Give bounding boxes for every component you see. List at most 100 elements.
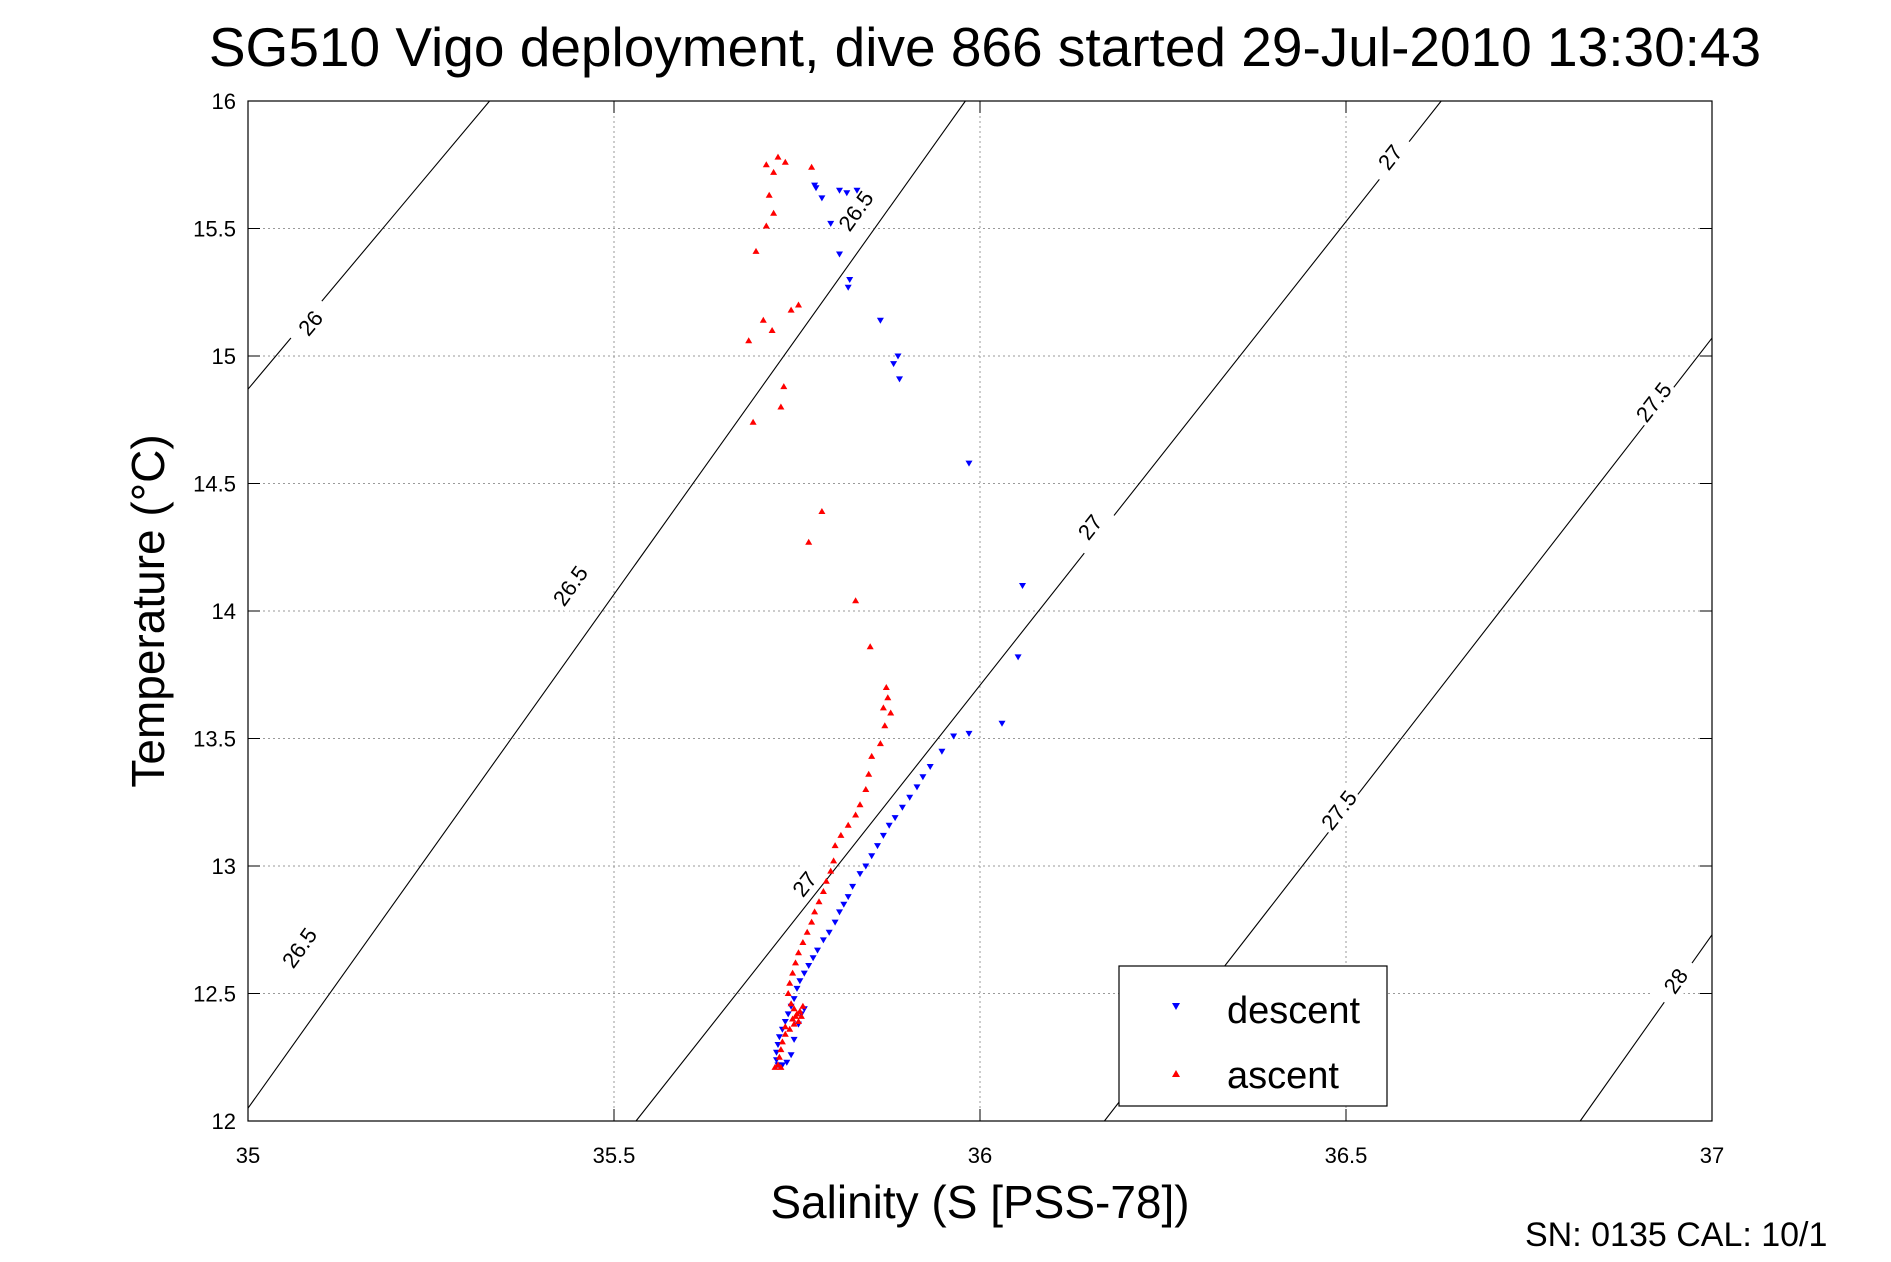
- ascent-point: [790, 1020, 798, 1027]
- descent-point: [868, 853, 876, 860]
- descent-point: [913, 784, 921, 791]
- ascent-point: [770, 209, 778, 216]
- descent-point: [812, 185, 820, 192]
- ascent-point: [799, 939, 807, 945]
- ascent-point: [789, 969, 797, 976]
- descent-point: [965, 460, 973, 467]
- descent-point: [1014, 654, 1022, 661]
- legend-ascent-label: ascent: [1227, 1055, 1339, 1097]
- descent-point: [862, 863, 870, 870]
- y-axis-label: Temperature (°C): [122, 434, 174, 787]
- legend-descent-marker: [1172, 1003, 1180, 1010]
- legend: descent ascent: [1118, 965, 1388, 1107]
- ascent-point: [799, 1002, 807, 1009]
- ascent-point: [822, 877, 830, 884]
- descent-point: [876, 317, 884, 324]
- contour-label-background: [1312, 782, 1365, 838]
- descent-point: [836, 187, 843, 194]
- y-tick-label: 15.5: [193, 217, 236, 242]
- y-tick-label: 12.5: [193, 982, 236, 1007]
- serial-calibration-note: SN: 0135 CAL: 10/1: [1525, 1216, 1827, 1254]
- y-tick-label: 13: [212, 854, 236, 879]
- y-tick-label: 15: [212, 344, 236, 369]
- contour-label-background: [1650, 953, 1701, 1009]
- ascent-point: [781, 158, 789, 165]
- ascent-point: [795, 1018, 802, 1024]
- ascent-point: [770, 168, 778, 175]
- descent-point: [846, 277, 854, 283]
- ascent-point: [881, 722, 889, 729]
- descent-point: [790, 1036, 798, 1043]
- ascent-point: [808, 918, 816, 925]
- ascent-point: [852, 597, 860, 604]
- y-tick-label: 14.5: [193, 472, 236, 497]
- ascent-point: [827, 867, 835, 874]
- descent-point: [819, 937, 827, 944]
- ascent-point: [830, 857, 838, 864]
- y-tick-label: 14: [212, 599, 236, 624]
- ascent-point: [852, 811, 860, 818]
- ascent-point: [778, 1038, 786, 1045]
- ascent-point: [777, 1063, 785, 1070]
- descent-point: [844, 894, 852, 901]
- descent-point: [831, 919, 839, 926]
- ascent-point: [865, 770, 873, 777]
- y-tick-label: 16: [212, 89, 236, 114]
- ascent-point: [752, 247, 760, 254]
- descent-point: [778, 1062, 786, 1069]
- descent-point: [894, 353, 902, 360]
- descent-point: [998, 720, 1006, 727]
- descent-point: [856, 871, 864, 878]
- contour-line-26: [247, 100, 491, 390]
- x-tick-label: 36: [968, 1143, 992, 1168]
- y-tick-label: 13.5: [193, 727, 236, 752]
- ascent-point: [796, 1007, 804, 1014]
- descent-point: [809, 955, 817, 962]
- ascent-point: [876, 740, 884, 747]
- descent-point: [919, 774, 927, 781]
- ascent-point: [844, 821, 852, 828]
- descent-point: [796, 978, 804, 985]
- descent-point: [775, 1034, 783, 1041]
- ascent-point: [882, 684, 890, 690]
- ascent-point: [884, 694, 892, 701]
- descent-point: [787, 1052, 795, 1059]
- contour-label-background: [1627, 374, 1680, 430]
- ascent-point: [771, 1063, 779, 1070]
- descent-point: [843, 190, 851, 197]
- ascent-point: [749, 418, 757, 425]
- ascent-point: [868, 752, 876, 759]
- ascent-point: [775, 1053, 783, 1060]
- ascent-point: [819, 888, 827, 894]
- axis-ticks: 35 35.5 36 36.5 37 12 12.5 13 13.5 14 14.5 15 15.5 16: [193, 89, 1724, 1168]
- ascent-point: [781, 1023, 789, 1030]
- ascent-point: [795, 949, 802, 956]
- ascent-point: [837, 831, 845, 838]
- ascent-point: [792, 959, 799, 966]
- descent-point: [793, 985, 801, 992]
- contour-line-28: [1579, 934, 1713, 1122]
- descent-point: [853, 187, 861, 194]
- descent-point: [825, 929, 833, 936]
- ascent-point: [792, 1012, 799, 1019]
- descent-point: [836, 251, 843, 258]
- ascent-point: [784, 990, 792, 996]
- x-axis-label: Salinity (S [PSS-78]): [770, 1176, 1189, 1228]
- contour-label-background: [544, 557, 596, 614]
- x-tick-label: 35: [236, 1143, 260, 1168]
- descent-point: [950, 733, 958, 740]
- descent-point: [814, 947, 821, 954]
- ascent-point: [780, 383, 788, 390]
- ascent-point: [818, 508, 826, 514]
- y-tick-label: 12: [212, 1109, 236, 1134]
- ascent-point: [777, 1046, 785, 1053]
- ascent-point: [786, 1025, 794, 1032]
- contour-label-background: [273, 919, 325, 976]
- ascent-point: [787, 1000, 795, 1007]
- chart-title: SG510 Vigo deployment, dive 866 started …: [209, 16, 1761, 78]
- contour-line-26-5: [247, 100, 966, 1109]
- ascent-point: [866, 643, 874, 650]
- legend-descent-label: descent: [1227, 990, 1361, 1032]
- contour-label-background: [1063, 499, 1116, 555]
- descent-point: [896, 376, 903, 383]
